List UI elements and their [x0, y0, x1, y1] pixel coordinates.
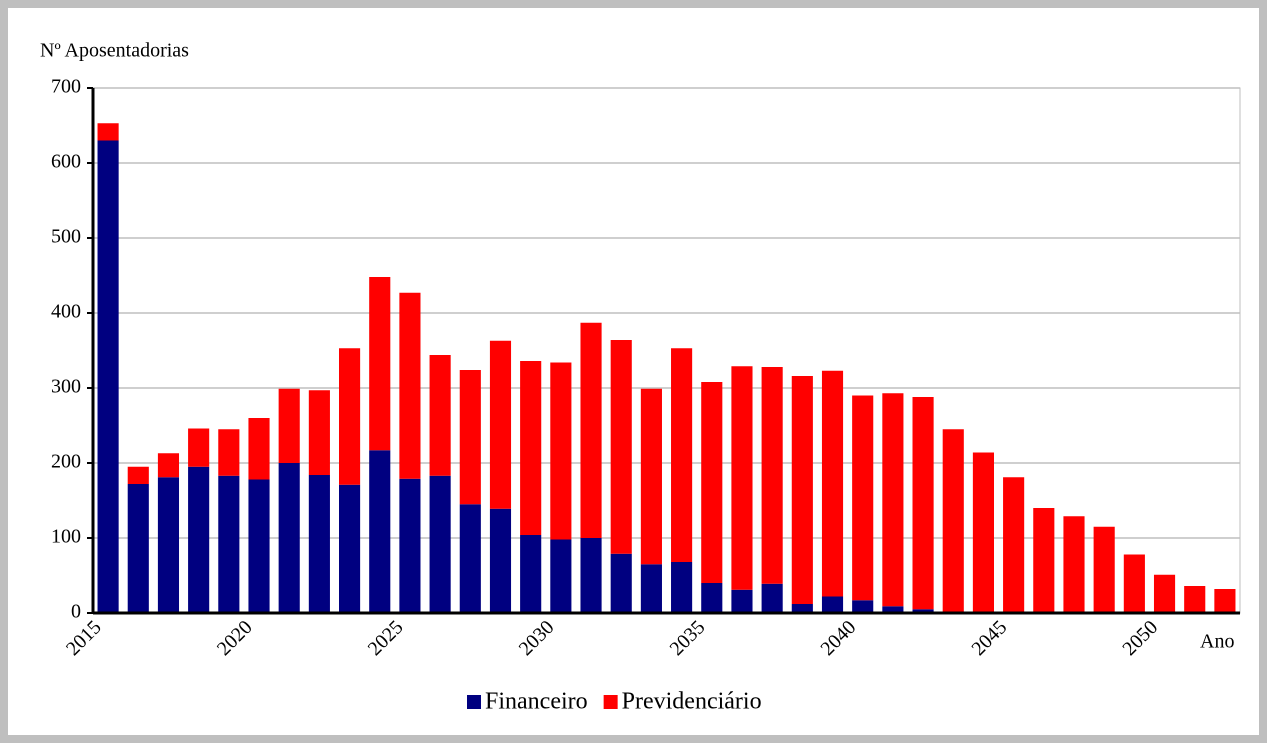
bar-segment — [429, 355, 451, 476]
bar-segment — [520, 361, 542, 535]
bar-segment — [882, 393, 904, 607]
bar-segment — [278, 388, 300, 463]
x-axis-title: Ano — [1200, 631, 1234, 653]
bar-segment — [640, 564, 662, 613]
bar-segment — [429, 475, 451, 613]
bar-segment — [520, 535, 542, 613]
bar-segment — [489, 508, 512, 613]
bar-segment — [248, 479, 270, 613]
bar-segment — [308, 475, 330, 613]
y-tick-label: 600 — [51, 151, 81, 173]
bar-segment — [97, 123, 119, 141]
bar-segment — [188, 466, 210, 613]
bar-segment — [912, 609, 934, 613]
bar-segment — [610, 553, 632, 613]
bar-segment — [821, 596, 844, 613]
y-tick-label: 400 — [51, 301, 81, 323]
bar-segment — [1003, 477, 1025, 613]
bar-segment — [701, 583, 723, 613]
bar-segment — [580, 538, 602, 613]
bar-segment — [972, 452, 994, 612]
bar-segment — [218, 475, 240, 613]
bar-segment — [399, 292, 421, 479]
bar-segment — [671, 562, 693, 613]
y-tick-label: 700 — [51, 76, 81, 98]
y-tick-label: 500 — [51, 226, 81, 248]
bar-segment — [610, 340, 632, 554]
bar-segment — [157, 453, 180, 478]
bar-segment — [1153, 574, 1176, 613]
bar-segment — [1123, 554, 1145, 613]
bar-segment — [852, 395, 874, 601]
bar-segment — [731, 589, 753, 613]
bar-segment — [671, 348, 693, 562]
bar-segment — [218, 429, 240, 476]
bar-segment — [97, 140, 119, 613]
legend-swatch — [467, 695, 481, 709]
bar-segment — [489, 340, 512, 509]
bar-segment — [1033, 508, 1055, 613]
legend-label: Previdenciário — [622, 689, 762, 715]
bar-segment — [278, 463, 300, 613]
y-axis-title: Nº Aposentadorias — [40, 40, 189, 62]
bar-segment — [640, 388, 662, 565]
bar-segment — [761, 367, 783, 584]
y-tick-label: 300 — [51, 376, 81, 398]
bar-segment — [339, 348, 361, 485]
y-tick-label: 200 — [51, 451, 81, 473]
bar-segment — [882, 606, 904, 613]
bar-segment — [761, 583, 783, 613]
bar-segment — [550, 539, 572, 613]
bar-segment — [127, 484, 149, 613]
bar-segment — [399, 478, 421, 613]
bar-segment — [188, 428, 210, 467]
y-tick-label: 0 — [71, 601, 81, 623]
bar-segment — [369, 450, 391, 613]
bar-segment — [701, 382, 723, 583]
bar-segment — [1063, 516, 1085, 613]
legend-swatch — [603, 695, 618, 709]
bar-segment — [550, 362, 572, 540]
bar-segment — [308, 390, 330, 475]
bar-segment — [1093, 526, 1115, 613]
bar-segment — [791, 604, 813, 613]
bar-segment — [791, 376, 813, 604]
y-tick-label: 100 — [51, 526, 81, 548]
bar-segment — [1214, 589, 1236, 613]
bar-segment — [852, 600, 874, 613]
bar-segment — [912, 397, 934, 610]
bar-segment — [459, 504, 481, 613]
bar-segment — [821, 370, 844, 597]
bar-segment — [942, 429, 964, 612]
bar-segment — [731, 366, 753, 590]
bar-segment — [339, 484, 361, 613]
bar-segment — [127, 466, 149, 484]
bar-segment — [580, 322, 602, 538]
bar-segment — [157, 477, 180, 613]
bar-segment — [369, 277, 391, 451]
legend-label: Financeiro — [485, 689, 588, 715]
bar-segment — [459, 370, 481, 505]
bar-segment — [1184, 586, 1206, 613]
bar-segment — [248, 418, 270, 480]
